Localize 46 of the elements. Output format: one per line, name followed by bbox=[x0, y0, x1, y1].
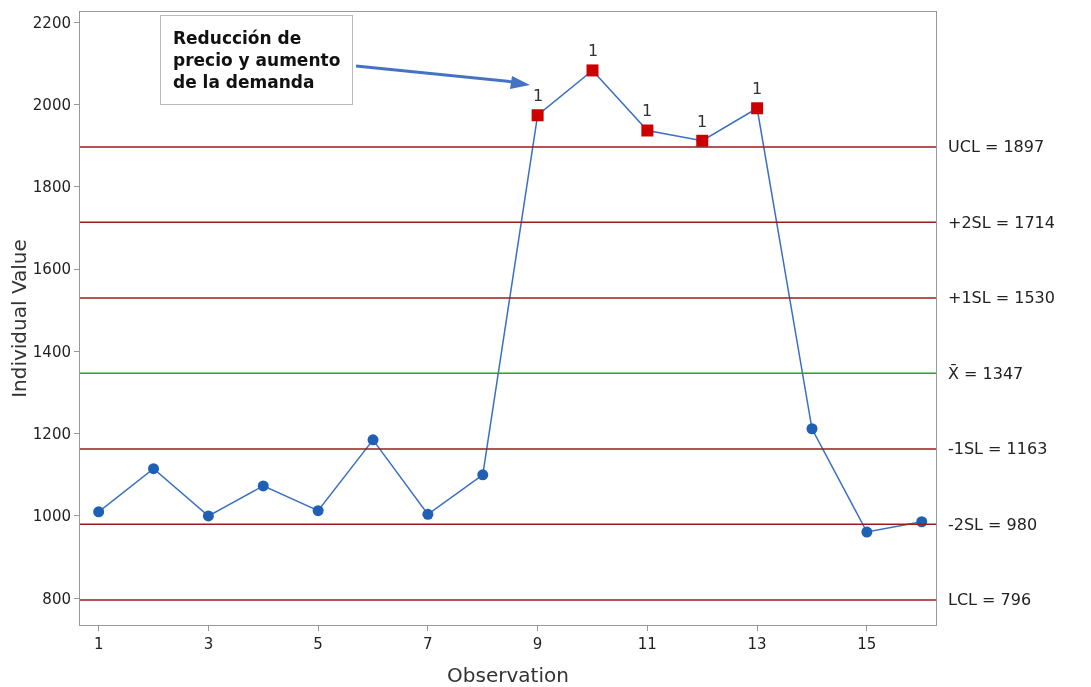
ref-line-label: +1SL = 1530 bbox=[948, 288, 1055, 307]
ref-line-label: X̄ = 1347 bbox=[948, 364, 1024, 383]
x-tick-label: 5 bbox=[313, 635, 323, 653]
annotation: 1 bbox=[752, 79, 763, 98]
point bbox=[148, 463, 160, 475]
x-tick-label: 11 bbox=[637, 635, 657, 653]
point bbox=[751, 102, 764, 115]
y-tick-label: 1400 bbox=[32, 342, 71, 361]
x-tick-label: 13 bbox=[747, 635, 767, 653]
point bbox=[202, 510, 214, 522]
ref-line-label: UCL = 1897 bbox=[948, 137, 1045, 156]
y-tick-label: 1200 bbox=[32, 424, 71, 443]
ref-line-label: LCL = 796 bbox=[948, 590, 1032, 609]
ref-line-label: +2SL = 1714 bbox=[948, 213, 1055, 232]
annotation: 1 bbox=[588, 41, 599, 60]
ref-line-label: -1SL = 1163 bbox=[948, 439, 1048, 458]
point bbox=[861, 526, 873, 538]
y-tick-label: 2000 bbox=[32, 95, 71, 114]
annotation: 1 bbox=[533, 86, 544, 105]
ref-line-label: -2SL = 980 bbox=[948, 515, 1038, 534]
annotation: Reducción de precio y aumento de la demanda bbox=[173, 28, 341, 93]
y-tick-label: 1600 bbox=[32, 260, 71, 279]
y-tick-label: 1000 bbox=[32, 507, 71, 526]
y-tick-label: 2200 bbox=[32, 13, 71, 32]
point bbox=[531, 109, 544, 122]
x-axis-title: Observation bbox=[447, 663, 569, 687]
x-tick-label: 9 bbox=[532, 635, 543, 653]
point bbox=[93, 506, 105, 518]
x-tick-label: 1 bbox=[93, 635, 104, 653]
point bbox=[422, 508, 434, 520]
y-tick-label: 800 bbox=[42, 589, 71, 608]
point bbox=[641, 124, 654, 137]
x-tick-label: 15 bbox=[857, 635, 877, 653]
point bbox=[367, 434, 379, 446]
point bbox=[586, 64, 599, 77]
point bbox=[806, 423, 818, 435]
point bbox=[312, 505, 324, 517]
x-tick-label: 3 bbox=[203, 635, 214, 653]
point bbox=[696, 134, 709, 147]
point bbox=[477, 469, 489, 481]
y-axis-title: Individual Value bbox=[6, 239, 31, 398]
y-tick-label: 1800 bbox=[32, 178, 71, 197]
x-tick-label: 7 bbox=[423, 635, 433, 653]
annotation: 1 bbox=[697, 112, 708, 131]
point bbox=[257, 480, 269, 492]
annotation: 1 bbox=[642, 101, 653, 120]
